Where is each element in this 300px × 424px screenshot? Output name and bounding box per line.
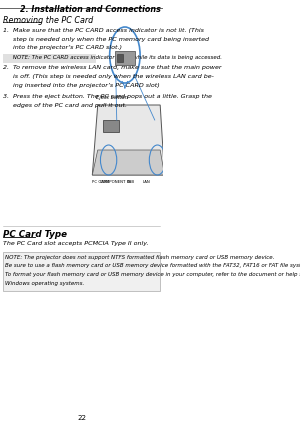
Text: Removing the PC Card: Removing the PC Card	[3, 16, 94, 25]
Text: PC Card Type: PC Card Type	[3, 230, 67, 239]
Bar	[3, 252, 160, 291]
Text: step is needed only when the PC memory card being inserted: step is needed only when the PC memory c…	[3, 36, 209, 42]
Text: is off. (This step is needed only when the wireless LAN card be-: is off. (This step is needed only when t…	[3, 74, 214, 79]
Text: 1.  Make sure that the PC CARD access indicator is not lit. (This: 1. Make sure that the PC CARD access ind…	[3, 28, 204, 33]
Text: Be sure to use a flash memory card or USB memory device formatted with the FAT32: Be sure to use a flash memory card or US…	[5, 263, 300, 268]
Text: Eject button: Eject button	[96, 95, 128, 100]
Text: ing inserted into the projector’s PC CARD slot): ing inserted into the projector’s PC CAR…	[3, 83, 160, 87]
Text: The PC Card slot accepts PCMCIA Type II only.: The PC Card slot accepts PCMCIA Type II …	[3, 241, 149, 246]
Text: Windows operating systems.: Windows operating systems.	[5, 281, 84, 285]
Text: 2.  To remove the wireless LAN card, make sure that the main power: 2. To remove the wireless LAN card, make…	[3, 65, 222, 70]
Text: PC CARD: PC CARD	[92, 180, 109, 184]
Text: into the projector’s PC CARD slot.): into the projector’s PC CARD slot.)	[3, 45, 122, 50]
Bar	[103, 120, 119, 132]
Bar	[115, 51, 135, 65]
Text: To format your flash memory card or USB memory device in your computer, refer to: To format your flash memory card or USB …	[5, 272, 300, 277]
Text: NOTE: The projector does not support NTFS formatted flash memory card or USB mem: NOTE: The projector does not support NTF…	[5, 255, 274, 260]
Text: 2. Installation and Connections: 2. Installation and Connections	[20, 5, 161, 14]
Bar	[3, 53, 96, 62]
Bar	[117, 54, 123, 62]
Text: NOTE: The PC CARD access indicator lights while its data is being accessed.: NOTE: The PC CARD access indicator light…	[4, 55, 222, 59]
Text: COMPONENT IN: COMPONENT IN	[100, 180, 131, 184]
Text: edges of the PC card and pull it out.: edges of the PC card and pull it out.	[3, 103, 127, 108]
Text: 3.  Press the eject button. The PC card pops out a little. Grasp the: 3. Press the eject button. The PC card p…	[3, 94, 212, 99]
Text: 22: 22	[77, 415, 86, 421]
Polygon shape	[92, 150, 164, 175]
Polygon shape	[92, 105, 164, 175]
Text: USB: USB	[127, 180, 135, 184]
Text: LAN: LAN	[142, 180, 150, 184]
